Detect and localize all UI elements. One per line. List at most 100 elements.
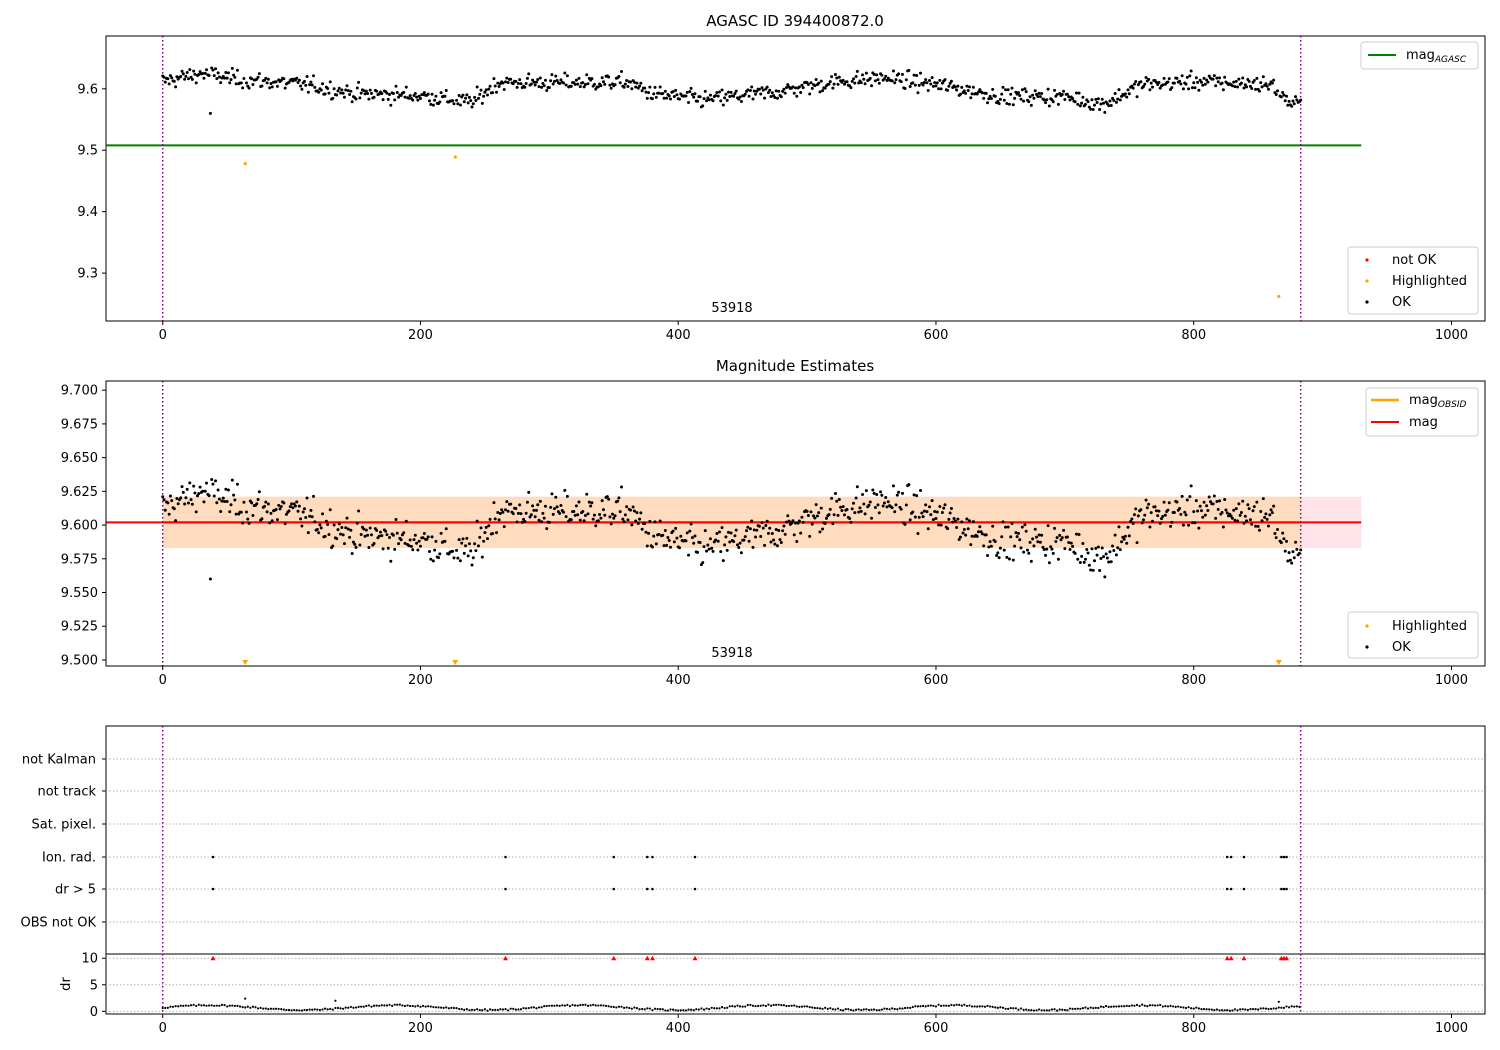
dr-clipped-marker bbox=[611, 955, 617, 961]
ok-point bbox=[1047, 561, 1051, 565]
dr-point bbox=[1004, 1007, 1007, 1010]
flag-point bbox=[1285, 887, 1288, 891]
ok-point bbox=[1114, 553, 1118, 557]
ok-point bbox=[1203, 513, 1207, 517]
dr-point bbox=[1293, 1005, 1296, 1008]
dr-point bbox=[659, 1007, 662, 1011]
dr-point bbox=[398, 1003, 401, 1006]
ok-point bbox=[850, 79, 854, 83]
ok-point bbox=[679, 534, 683, 538]
ok-point bbox=[516, 82, 520, 86]
ok-point bbox=[295, 500, 299, 504]
ok-point bbox=[389, 103, 393, 107]
ok-point bbox=[323, 92, 327, 96]
ok-point bbox=[790, 521, 794, 525]
dr-point bbox=[463, 1008, 466, 1011]
dr-point bbox=[947, 1004, 950, 1007]
ok-point bbox=[1099, 556, 1103, 560]
ok-point bbox=[205, 68, 209, 72]
ok-point bbox=[840, 509, 844, 513]
ok-point bbox=[708, 93, 712, 97]
dr-point bbox=[334, 999, 337, 1002]
ok-point bbox=[1036, 540, 1040, 544]
ok-point bbox=[357, 80, 361, 84]
dr-point bbox=[692, 1009, 695, 1012]
ok-point bbox=[1248, 518, 1252, 522]
ok-point bbox=[310, 515, 314, 519]
dr-clipped-marker bbox=[503, 955, 509, 961]
dr-point bbox=[942, 1004, 945, 1007]
dr-point bbox=[808, 1006, 811, 1009]
ok-point bbox=[813, 84, 817, 88]
dr-point bbox=[1094, 1006, 1097, 1009]
ok-point bbox=[536, 78, 540, 82]
ok-point bbox=[1100, 97, 1104, 101]
dr-point bbox=[1110, 1005, 1113, 1008]
ok-point bbox=[1292, 102, 1296, 106]
y-tick-label: 9.550 bbox=[61, 586, 98, 601]
ok-point bbox=[1143, 513, 1147, 517]
ok-point bbox=[551, 82, 555, 86]
ok-point bbox=[966, 527, 970, 531]
ok-point bbox=[1162, 76, 1166, 80]
ok-point bbox=[437, 556, 441, 560]
ok-point bbox=[787, 519, 791, 523]
ok-point bbox=[524, 81, 528, 85]
ok-point bbox=[217, 497, 221, 501]
dr-point bbox=[986, 1004, 989, 1007]
ok-point bbox=[331, 544, 335, 548]
dr-point bbox=[805, 1005, 809, 1008]
y-tick-label: 5 bbox=[90, 978, 98, 993]
ok-point bbox=[1242, 86, 1246, 90]
dr-point bbox=[468, 1009, 471, 1012]
y-tick-label: 9.700 bbox=[61, 384, 98, 399]
ok-point bbox=[452, 102, 456, 106]
dr-point bbox=[857, 1008, 860, 1011]
ok-point bbox=[989, 96, 993, 100]
ok-point bbox=[470, 105, 474, 109]
ok-point bbox=[225, 76, 229, 80]
ok-point bbox=[864, 489, 868, 493]
ok-point bbox=[523, 519, 527, 523]
ok-point bbox=[221, 496, 225, 500]
ok-point bbox=[1288, 558, 1292, 562]
ok-point bbox=[871, 488, 875, 492]
ok-point bbox=[930, 499, 934, 503]
dr-point bbox=[525, 1007, 528, 1010]
ok-point bbox=[815, 514, 819, 518]
ok-point bbox=[1291, 99, 1295, 103]
ok-point bbox=[885, 79, 889, 83]
ok-point bbox=[1140, 521, 1144, 525]
ok-point bbox=[984, 533, 988, 537]
ok-point bbox=[345, 84, 349, 88]
ok-point bbox=[766, 91, 770, 95]
dr-point bbox=[1086, 1007, 1090, 1010]
ok-point bbox=[443, 539, 447, 543]
ok-point bbox=[1265, 517, 1269, 521]
dr-point bbox=[1277, 1006, 1280, 1009]
ok-point bbox=[1170, 520, 1174, 524]
ok-point bbox=[277, 503, 281, 507]
dr-point bbox=[929, 1004, 932, 1007]
x-tick-label: 200 bbox=[408, 1021, 433, 1036]
ok-point bbox=[643, 86, 647, 90]
dr-point bbox=[488, 1008, 492, 1011]
ok-point bbox=[341, 91, 345, 95]
ok-point bbox=[429, 102, 433, 106]
ok-point bbox=[813, 516, 817, 520]
dr-point bbox=[1076, 1007, 1079, 1010]
ok-point bbox=[547, 520, 551, 524]
dr-point bbox=[365, 1004, 368, 1008]
x-tick-label: 1000 bbox=[1435, 673, 1468, 688]
ok-point bbox=[1056, 102, 1060, 106]
dr-point bbox=[878, 1009, 881, 1012]
ok-point bbox=[851, 77, 855, 81]
ok-point bbox=[550, 73, 554, 77]
ok-point bbox=[726, 90, 730, 94]
ok-point bbox=[1074, 91, 1078, 95]
dr-point bbox=[829, 1007, 832, 1010]
dr-point bbox=[816, 1007, 819, 1010]
dr-point bbox=[509, 1007, 512, 1010]
dr-point bbox=[759, 1004, 762, 1007]
